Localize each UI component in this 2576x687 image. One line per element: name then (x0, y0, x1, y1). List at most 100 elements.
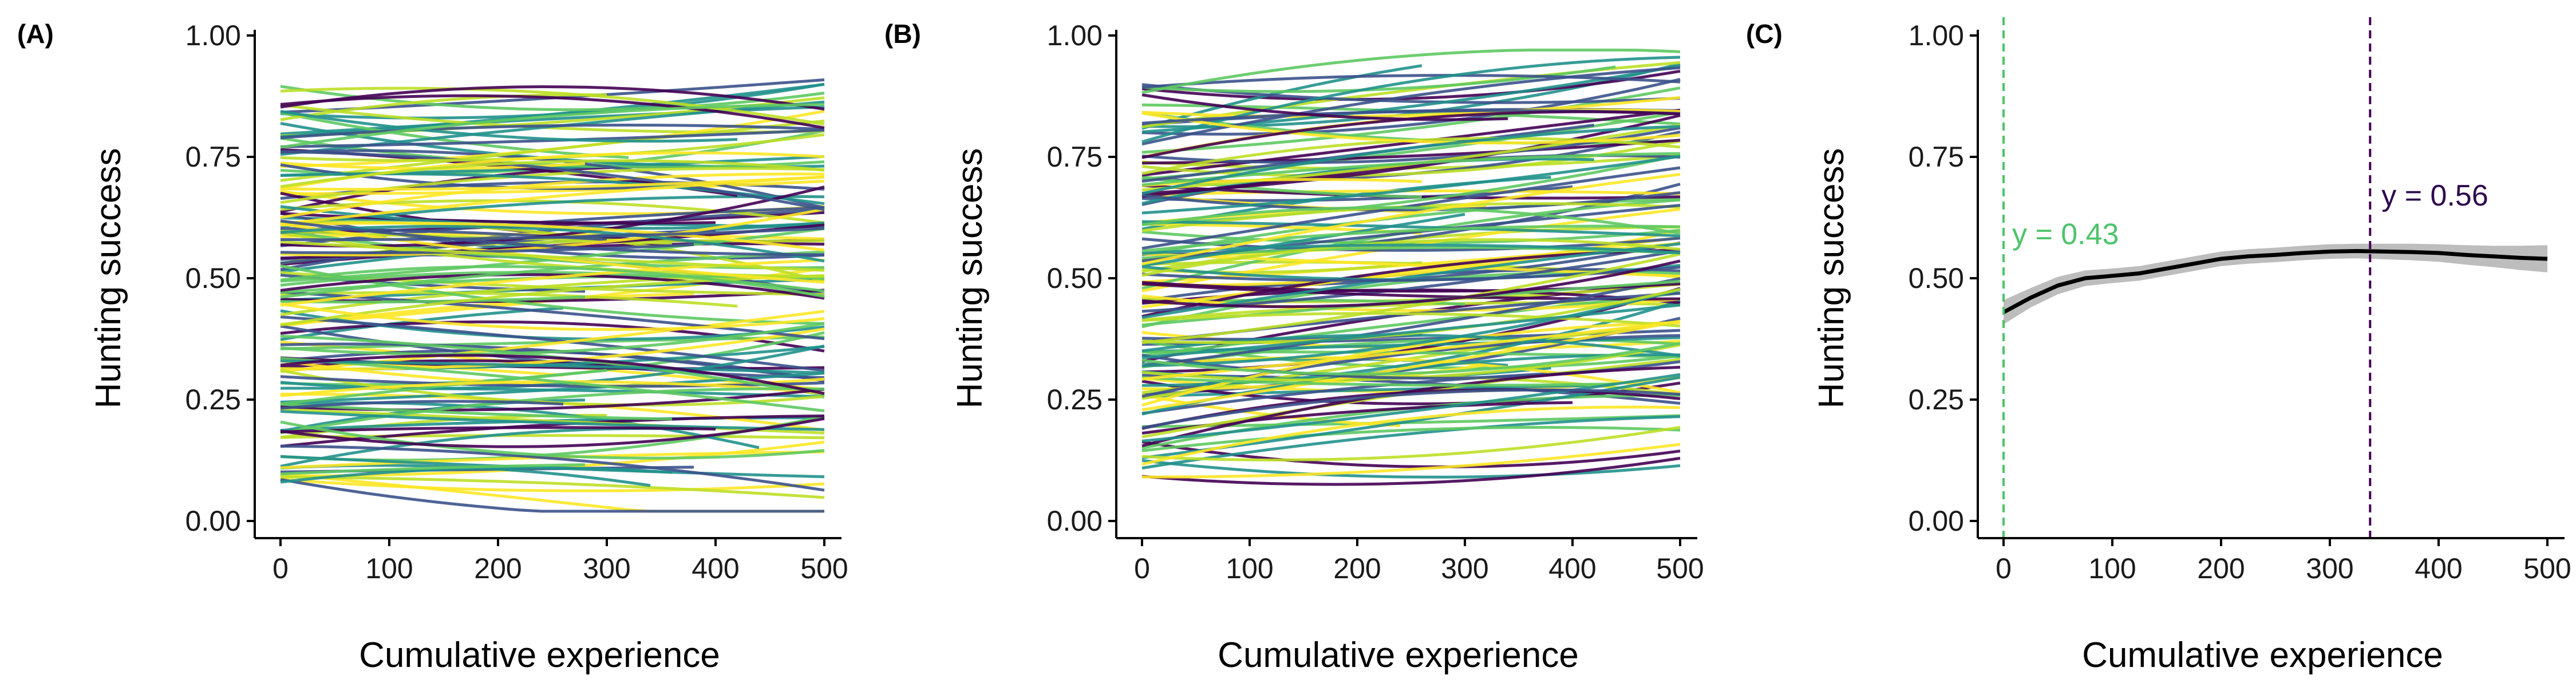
y-tick-label: 1.00 (1047, 19, 1103, 52)
trajectory-line (280, 402, 673, 421)
x-tick-label: 100 (2088, 552, 2136, 585)
y-tick-label: 0.75 (185, 141, 241, 173)
trajectory-line (1141, 376, 1616, 387)
trajectory-line (280, 240, 825, 272)
trajectory-line (1141, 220, 1681, 238)
trajectory-line (280, 103, 825, 149)
trajectory-line (280, 180, 825, 195)
trajectory-line (1141, 243, 1681, 255)
trajectory-line (280, 302, 825, 331)
trajectory-line (280, 291, 738, 308)
y-tick-label: 0.25 (1909, 384, 1964, 416)
trajectory-line (280, 387, 825, 435)
x-tick-label: 500 (1656, 552, 1704, 585)
trajectory-line (1141, 86, 1681, 154)
trajectory-line (1141, 291, 1681, 357)
trajectory-line (1141, 173, 1681, 266)
trajectory-line (1141, 356, 1681, 394)
panel-c: (C) y = 0.43 y = 0.56 0.00 0.25 0.50 0.75 1.00 0… (1746, 17, 2571, 675)
trajectory-line (1141, 212, 1465, 267)
trajectory-line (1141, 373, 1681, 443)
trajectory-line (280, 85, 825, 111)
trajectory-line (280, 119, 825, 182)
trajectory-line (1141, 405, 1681, 466)
y-tick-label: 0.50 (1047, 262, 1103, 294)
trajectory-line (280, 322, 825, 356)
y-tick-label: 0.50 (1909, 262, 1964, 294)
trajectory-line (280, 227, 825, 242)
x-tick-label: 100 (365, 552, 413, 585)
trajectory-line (280, 369, 607, 406)
x-tick-label: 400 (692, 552, 739, 585)
trajectory-line (280, 159, 825, 188)
trajectory-line (1141, 384, 1594, 398)
trajectory-line (1141, 48, 1681, 94)
trajectory-line (280, 295, 586, 304)
y-axis-title: Hunting success (950, 148, 990, 409)
trajectory-line (1141, 238, 1681, 277)
trajectory-line (1141, 388, 1681, 429)
x-tick-label: 0 (272, 552, 289, 585)
annotation-label: y = 0.43 (2012, 218, 2119, 251)
trajectory-line (1141, 303, 1681, 360)
x-tick-label: 100 (1226, 552, 1273, 585)
x-tick-label: 200 (474, 552, 521, 585)
trajectory-line (280, 123, 825, 140)
trajectory-line (1141, 242, 1681, 319)
trajectory-line (280, 477, 825, 492)
trajectory-line (280, 290, 825, 341)
trajectory-line (1141, 78, 1681, 136)
x-tick-label: 500 (800, 552, 848, 585)
y-tick-label: 0.00 (1909, 505, 1964, 537)
x-tick-label: 300 (1441, 552, 1488, 585)
trajectory-line (1141, 166, 1681, 250)
x-tick-label: 200 (1333, 552, 1381, 585)
trajectory-line (1141, 319, 1681, 412)
trajectory-line (280, 475, 825, 499)
trajectory-line (280, 150, 825, 211)
y-tick-label: 0.75 (1047, 141, 1103, 173)
trajectory-line (280, 222, 825, 252)
y-axis-title: Hunting success (89, 148, 128, 409)
x-tick-label: 0 (1134, 552, 1150, 585)
trajectory-line (1141, 456, 1681, 486)
trajectory-line (280, 400, 564, 410)
trajectory-line (280, 110, 738, 143)
panel-b: (B) 0.00 0.25 0.50 0.75 1.00 0 100 200 300 400 500 C… (884, 19, 1704, 675)
trajectory-line (1141, 74, 1681, 89)
x-tick-label: 300 (583, 552, 630, 585)
trajectory-line (280, 478, 824, 513)
trajectory-line (280, 94, 825, 129)
trajectory-line (1141, 277, 1681, 368)
y-tick-label: 0.75 (1909, 141, 1964, 173)
trajectory-line (1141, 288, 1681, 368)
trajectory-line (1141, 259, 1681, 309)
plot-area (2002, 243, 2548, 325)
trajectory-line (280, 444, 825, 492)
trajectory-line (280, 175, 825, 226)
trajectory-line (280, 86, 825, 126)
trajectory-line (280, 426, 716, 433)
trajectory-line (280, 265, 825, 298)
y-tick-label: 0.00 (185, 505, 241, 537)
panel-label: (A) (17, 19, 54, 49)
panel-label: (B) (884, 19, 921, 49)
trajectory-line (280, 243, 694, 254)
trajectory-line (1141, 112, 1681, 145)
annotation-label: y = 0.56 (2381, 179, 2488, 212)
y-tick-label: 1.00 (1909, 19, 1964, 52)
trajectory-line (280, 354, 825, 395)
trajectory-line (1141, 93, 1508, 121)
trajectory-line (280, 172, 825, 219)
trajectory-line (280, 463, 586, 476)
y-tick-label: 0.00 (1047, 505, 1103, 537)
trajectory-line (280, 315, 825, 372)
y-tick-label: 0.25 (1047, 384, 1103, 416)
x-axis-title: Cumulative experience (1218, 635, 1579, 675)
trajectory-line (1141, 459, 1681, 479)
trajectory-line (1141, 83, 1681, 104)
y-tick-label: 1.00 (185, 19, 241, 52)
x-axis-title: Cumulative experience (2082, 635, 2443, 675)
trajectory-line (280, 327, 825, 371)
trajectory-line (1141, 110, 1681, 159)
